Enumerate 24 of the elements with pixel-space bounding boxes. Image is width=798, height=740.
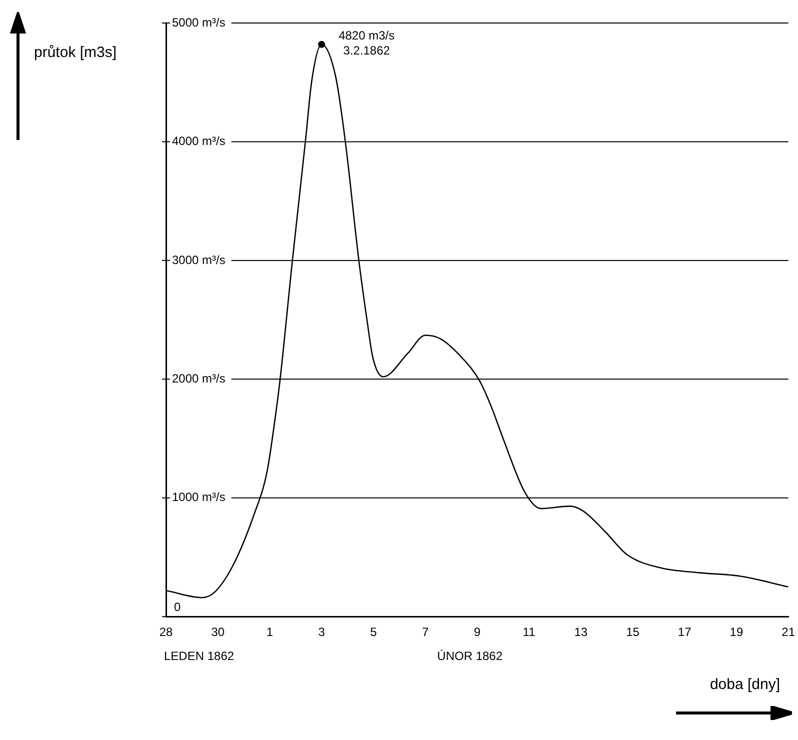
- x-tick-label: 13: [574, 625, 588, 640]
- y-tick-label: 5000 m³/s: [172, 15, 226, 30]
- text: LEDEN 1862: [164, 648, 234, 663]
- y-tick-label: 1000 m³/s: [172, 490, 226, 504]
- y-tick-label: 4000 m³/s: [172, 134, 226, 148]
- x-tick-label: 3: [318, 625, 326, 640]
- annotation: 4820 m3/s 3.2.1862: [338, 28, 395, 58]
- x-tick-label: 9: [474, 625, 481, 640]
- x-tick-label: 19: [730, 625, 744, 640]
- text: ÚNOR 1862: [437, 648, 503, 663]
- x-tick-label: 30: [211, 625, 225, 640]
- x-axis-title: doba [dny]: [710, 676, 780, 693]
- x-tick-label: 5: [370, 625, 378, 640]
- y-tick-label: 3000 m³/s: [172, 252, 226, 267]
- x-tick-label: 7: [422, 625, 429, 640]
- x-tick-label: 1: [266, 625, 274, 640]
- x-tick-label: 17: [678, 625, 692, 640]
- y-tick-label: 2000 m³/s: [172, 371, 226, 386]
- y-tick-label: 0: [174, 600, 181, 614]
- x-tick-label: 28: [159, 625, 173, 640]
- x-tick-label: 11: [522, 625, 536, 640]
- y-axis-title: průtok [m3s]: [34, 44, 117, 61]
- x-tick-label: 15: [626, 625, 640, 640]
- x-tick-label: 21: [782, 625, 796, 640]
